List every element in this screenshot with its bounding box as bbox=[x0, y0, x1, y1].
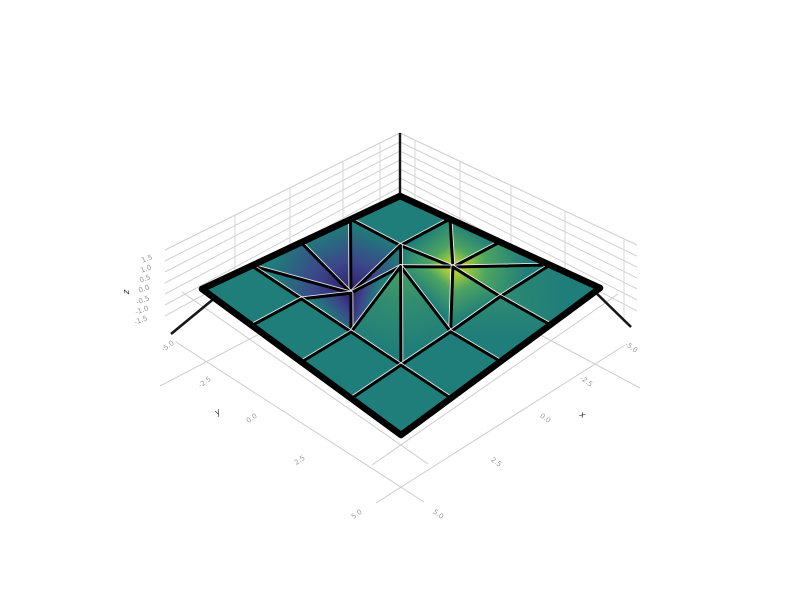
z-grid-line bbox=[164, 132, 401, 251]
x-axis-tick-label: 2.5 bbox=[489, 456, 503, 469]
z-axis-label: z bbox=[122, 289, 132, 295]
x-axis-tick-label: -2.5 bbox=[578, 374, 594, 388]
z-axis-tick-label: 0.0 bbox=[137, 283, 150, 294]
z-axis-tick-label: -1.5 bbox=[133, 314, 149, 326]
z-grid-line bbox=[164, 150, 401, 273]
z-axis-tick-label: 1.0 bbox=[139, 263, 152, 274]
floor-grid-line bbox=[371, 293, 619, 466]
y-axis-tick-label: 0.0 bbox=[245, 412, 259, 425]
y-axis-tick-label: 5.0 bbox=[350, 508, 364, 521]
y-axis-tick-label: -2.5 bbox=[197, 375, 213, 389]
x-axis-tick-label: -5.0 bbox=[623, 340, 639, 354]
z-grid-line bbox=[399, 168, 638, 290]
z-grid-line bbox=[164, 168, 401, 295]
floor-grid-line bbox=[159, 329, 268, 387]
x-axis-tick-label: 5.0 bbox=[431, 508, 445, 521]
z-axis-tick-label: 1.5 bbox=[140, 253, 153, 264]
x-axis-tick-label: 0.0 bbox=[538, 412, 552, 425]
surface-border bbox=[198, 192, 604, 439]
floor-grid-line bbox=[175, 341, 425, 503]
y-axis-label: y bbox=[212, 406, 223, 418]
z-grid-line bbox=[399, 159, 638, 279]
z-grid-line bbox=[164, 177, 401, 306]
z-axis-tick-label: 0.5 bbox=[138, 273, 151, 284]
z-grid-line bbox=[399, 177, 638, 301]
surface-mesh bbox=[198, 192, 604, 439]
z-grid-line bbox=[164, 141, 401, 262]
floor-grid bbox=[159, 291, 641, 504]
floor-grid-line bbox=[532, 330, 641, 389]
z-grid-line bbox=[399, 132, 638, 246]
z-axis-tick-label: -0.5 bbox=[135, 294, 151, 306]
y-axis-tick-label: 2.5 bbox=[293, 454, 307, 467]
floor-grid-line bbox=[181, 291, 429, 465]
z-grid-line bbox=[399, 141, 638, 257]
z-grid-line bbox=[399, 150, 638, 268]
back-wall-grid bbox=[164, 132, 638, 318]
z-axis-tick-label: -1.0 bbox=[134, 304, 150, 316]
floor-grid-line bbox=[375, 344, 626, 504]
z-grid-line bbox=[164, 159, 401, 284]
x-axis-label: x bbox=[576, 409, 587, 421]
y-axis-tick-label: -5.0 bbox=[160, 339, 176, 353]
